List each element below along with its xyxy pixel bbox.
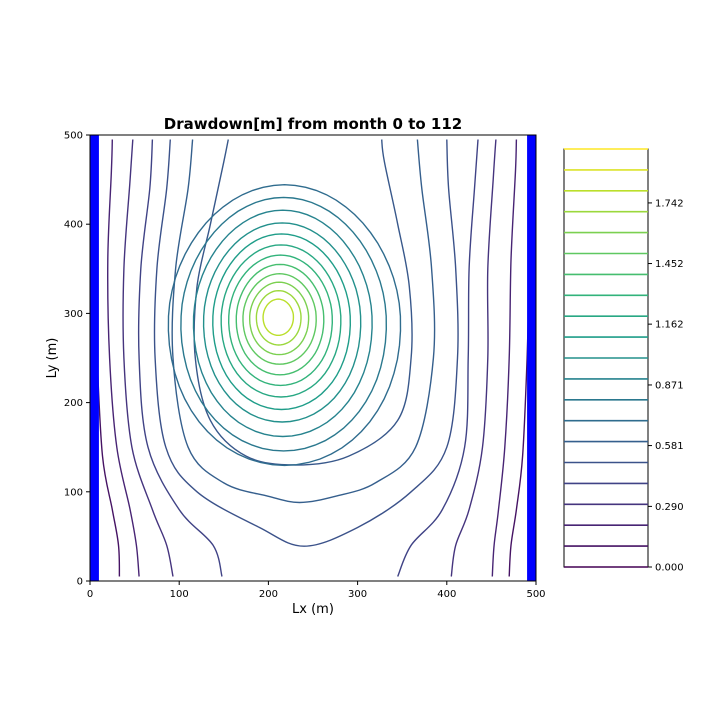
- contour-ring: [212, 233, 352, 411]
- colorbar-tick-label: 1.452: [655, 259, 684, 270]
- x-tick-label: 0: [87, 589, 93, 600]
- x-axis: 0 100 200 300 400 500: [87, 581, 546, 600]
- contour-ring: [249, 281, 310, 356]
- x-tick-label: 200: [259, 589, 278, 600]
- colorbar-tick-label: 0.000: [655, 563, 684, 574]
- boundary-band: [527, 135, 536, 581]
- contour-line: [450, 139, 497, 577]
- contour-line: [107, 139, 140, 577]
- contour-line: [171, 139, 436, 504]
- plot-background: [90, 135, 536, 581]
- contour-line: [491, 139, 518, 577]
- contour-layer: [90, 135, 535, 577]
- x-tick-label: 400: [437, 589, 456, 600]
- contour-ring: [242, 272, 317, 365]
- contour-line: [397, 139, 479, 577]
- contour-ring: [192, 209, 373, 438]
- y-axis-label: Ly (m): [45, 338, 60, 379]
- contour-ring: [220, 244, 342, 398]
- colorbar-tick-label: 0.871: [655, 380, 684, 391]
- contour-line: [122, 139, 174, 577]
- contour-ring: [202, 222, 362, 423]
- plot-frame: [89, 134, 537, 582]
- contour-ring: [167, 183, 402, 467]
- contour-line: [137, 139, 223, 577]
- y-tick-label: 200: [64, 398, 83, 409]
- y-tick-label: 100: [64, 487, 83, 498]
- y-tick-label: 0: [77, 577, 83, 588]
- contour-ring: [262, 298, 295, 336]
- colorbar-tick-label: 1.742: [655, 198, 684, 209]
- y-axis: 0 100 200 300 400 500: [64, 131, 90, 588]
- x-tick-label: 100: [170, 589, 189, 600]
- colorbar-tick-label: 0.581: [655, 441, 684, 452]
- x-tick-label: 300: [348, 589, 367, 600]
- colorbar-tick-label: 1.162: [655, 320, 684, 331]
- x-axis-label: Lx (m): [292, 602, 334, 617]
- boundary-layer: [90, 135, 536, 581]
- x-tick-label: 500: [526, 589, 545, 600]
- boundary-band: [90, 135, 99, 581]
- contour-ring: [235, 263, 325, 376]
- colorbar-tick-label: 0.290: [655, 502, 684, 513]
- contour-ring: [255, 289, 302, 346]
- chart-title: Drawdown[m] from month 0 to 112: [164, 115, 462, 133]
- colorbar: 0.000 0.290 0.581 0.871 1.162 1.452 1.742: [563, 148, 684, 574]
- y-tick-label: 500: [64, 131, 83, 142]
- contour-ring: [227, 254, 334, 387]
- contour-ring: [180, 196, 388, 452]
- y-tick-label: 400: [64, 220, 83, 231]
- contour-line: [153, 139, 459, 547]
- plot-area: [89, 134, 537, 582]
- y-tick-label: 300: [64, 309, 83, 320]
